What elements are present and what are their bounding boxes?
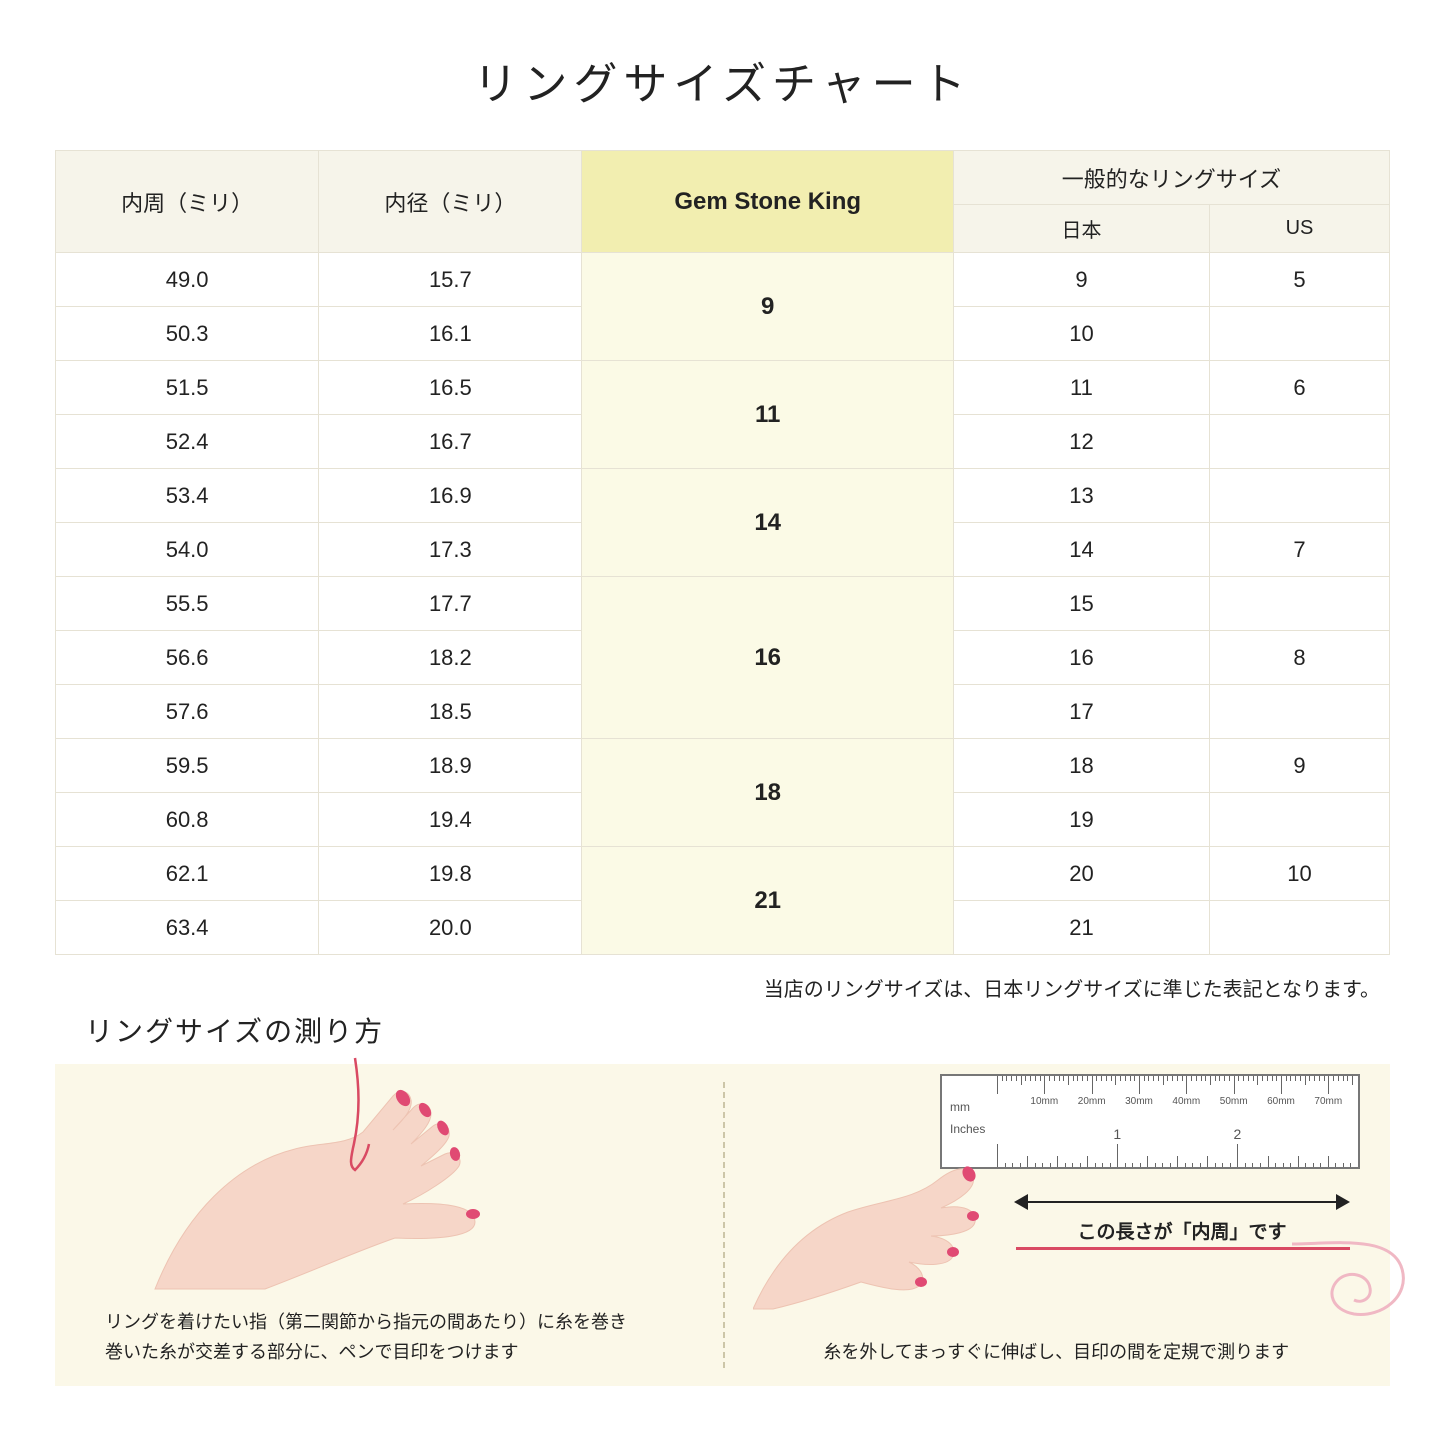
cell-japan: 10 xyxy=(953,307,1209,361)
cell-diameter: 19.8 xyxy=(319,847,582,901)
cell-diameter: 20.0 xyxy=(319,901,582,955)
cell-diameter: 16.7 xyxy=(319,415,582,469)
col-us: US xyxy=(1210,205,1390,253)
cell-japan: 13 xyxy=(953,469,1209,523)
cell-japan: 21 xyxy=(953,901,1209,955)
table-row: 53.416.91413 xyxy=(56,469,1390,523)
cell-japan: 12 xyxy=(953,415,1209,469)
hand-hold-icon xyxy=(753,1134,983,1314)
cell-circumference: 63.4 xyxy=(56,901,319,955)
ring-size-table: 内周（ミリ） 内径（ミリ） Gem Stone King 一般的なリングサイズ … xyxy=(55,150,1390,955)
cell-japan: 18 xyxy=(953,739,1209,793)
table-row: 62.119.8212010 xyxy=(56,847,1390,901)
cell-us: 7 xyxy=(1210,523,1390,577)
cell-us: 8 xyxy=(1210,631,1390,685)
cell-japan: 14 xyxy=(953,523,1209,577)
col-circumference: 内周（ミリ） xyxy=(56,151,319,253)
step1-caption: リングを着けたい指（第二関節から指元の間あたり）に糸を巻き巻いた糸が交差する部分… xyxy=(85,1307,693,1368)
cell-diameter: 16.5 xyxy=(319,361,582,415)
cell-circumference: 50.3 xyxy=(56,307,319,361)
cell-japan: 17 xyxy=(953,685,1209,739)
cell-japan: 16 xyxy=(953,631,1209,685)
cell-circumference: 55.5 xyxy=(56,577,319,631)
cell-us xyxy=(1210,577,1390,631)
cell-japan: 19 xyxy=(953,793,1209,847)
cell-us: 9 xyxy=(1210,739,1390,793)
ruler-block: mm Inches 10mm20mm30mm40mm50mm60mm70mm 1… xyxy=(940,1074,1360,1244)
cell-japan: 11 xyxy=(953,361,1209,415)
cell-diameter: 19.4 xyxy=(319,793,582,847)
col-general: 一般的なリングサイズ xyxy=(953,151,1389,205)
cell-circumference: 56.6 xyxy=(56,631,319,685)
cell-circumference: 52.4 xyxy=(56,415,319,469)
cell-diameter: 18.2 xyxy=(319,631,582,685)
measure-title: リングサイズの測り方 xyxy=(85,1010,1390,1050)
col-gsk: Gem Stone King xyxy=(582,151,953,253)
cell-circumference: 51.5 xyxy=(56,361,319,415)
cell-us xyxy=(1210,793,1390,847)
page-title: リングサイズチャート xyxy=(55,48,1390,112)
cell-japan: 20 xyxy=(953,847,1209,901)
cell-diameter: 15.7 xyxy=(319,253,582,307)
cell-gsk: 14 xyxy=(582,469,953,577)
hand-wrap-icon xyxy=(145,1054,505,1294)
measure-panel: リングを着けたい指（第二関節から指元の間あたり）に糸を巻き巻いた糸が交差する部分… xyxy=(55,1064,1390,1386)
ruler-icon: mm Inches 10mm20mm30mm40mm50mm60mm70mm 1… xyxy=(940,1074,1360,1169)
cell-us xyxy=(1210,901,1390,955)
cell-us: 6 xyxy=(1210,361,1390,415)
step2-caption: 糸を外してまっすぐに伸ばし、目印の間を定規で測ります xyxy=(753,1337,1361,1368)
cell-diameter: 16.1 xyxy=(319,307,582,361)
col-japan: 日本 xyxy=(953,205,1209,253)
cell-gsk: 16 xyxy=(582,577,953,739)
cell-circumference: 62.1 xyxy=(56,847,319,901)
cell-us xyxy=(1210,685,1390,739)
cell-circumference: 54.0 xyxy=(56,523,319,577)
cell-circumference: 60.8 xyxy=(56,793,319,847)
cell-japan: 9 xyxy=(953,253,1209,307)
cell-diameter: 18.5 xyxy=(319,685,582,739)
measure-step-2: mm Inches 10mm20mm30mm40mm50mm60mm70mm 1… xyxy=(723,1064,1391,1386)
cell-gsk: 9 xyxy=(582,253,953,361)
cell-circumference: 57.6 xyxy=(56,685,319,739)
cell-diameter: 17.3 xyxy=(319,523,582,577)
thread-swirl-icon xyxy=(1292,1214,1412,1334)
cell-circumference: 49.0 xyxy=(56,253,319,307)
cell-japan: 15 xyxy=(953,577,1209,631)
table-row: 59.518.918189 xyxy=(56,739,1390,793)
cell-diameter: 16.9 xyxy=(319,469,582,523)
col-diameter: 内径（ミリ） xyxy=(319,151,582,253)
cell-diameter: 18.9 xyxy=(319,739,582,793)
cell-gsk: 11 xyxy=(582,361,953,469)
cell-us xyxy=(1210,307,1390,361)
footnote: 当店のリングサイズは、日本リングサイズに準じた表記となります。 xyxy=(55,973,1380,1002)
table-row: 51.516.511116 xyxy=(56,361,1390,415)
cell-circumference: 59.5 xyxy=(56,739,319,793)
cell-gsk: 18 xyxy=(582,739,953,847)
table-row: 55.517.71615 xyxy=(56,577,1390,631)
measure-step-1: リングを着けたい指（第二関節から指元の間あたり）に糸を巻き巻いた糸が交差する部分… xyxy=(55,1064,723,1386)
length-arrow xyxy=(1016,1191,1348,1213)
cell-gsk: 21 xyxy=(582,847,953,955)
table-row: 49.015.7995 xyxy=(56,253,1390,307)
cell-us xyxy=(1210,415,1390,469)
cell-diameter: 17.7 xyxy=(319,577,582,631)
cell-us xyxy=(1210,469,1390,523)
cell-circumference: 53.4 xyxy=(56,469,319,523)
cell-us: 5 xyxy=(1210,253,1390,307)
cell-us: 10 xyxy=(1210,847,1390,901)
